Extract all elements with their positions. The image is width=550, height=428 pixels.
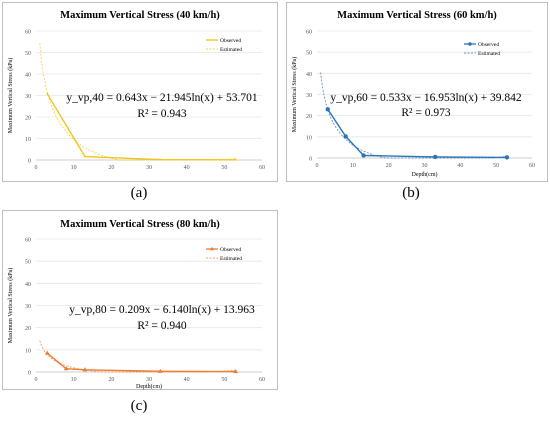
x-tick-label-a-0: 0 bbox=[35, 165, 38, 171]
caption-c: (c) bbox=[130, 398, 148, 414]
chart-title-c: Maximum Vertical Stress (80 km/h) bbox=[60, 219, 220, 230]
x-tick-label-c-0: 0 bbox=[35, 377, 38, 383]
x-tick-label-b-2: 20 bbox=[386, 163, 392, 169]
data-point-c-1 bbox=[63, 366, 69, 371]
x-tick-label-b-3: 30 bbox=[422, 163, 428, 169]
x-tick-label-b-5: 50 bbox=[493, 163, 499, 169]
data-point-a-3 bbox=[234, 158, 237, 161]
y-tick-label-b-5: 50 bbox=[306, 51, 312, 57]
x-tick-label-c-1: 10 bbox=[71, 377, 77, 383]
chart-svg-b: Maximum Vertical Stress (60 km/h) 0 10 20 30… bbox=[291, 10, 535, 178]
y-tick-label-a-1: 10 bbox=[25, 137, 31, 143]
r-squared-label-b: R² = 0.973 bbox=[401, 107, 450, 119]
y-axis-label-b: Maximum Vertical Stress (kPa) bbox=[291, 57, 298, 132]
x-tick-label-a-1: 10 bbox=[71, 165, 77, 171]
chart-title-b: Maximum Vertical Stress (60 km/h) bbox=[337, 10, 497, 21]
x-tick-label-c-6: 60 bbox=[259, 377, 265, 383]
y-tick-label-b-1: 10 bbox=[306, 135, 312, 141]
y-tick-label-a-4: 40 bbox=[25, 73, 31, 79]
data-point-c-0 bbox=[44, 350, 50, 355]
chart-frame-a bbox=[2, 2, 278, 182]
chart-frame-b bbox=[286, 2, 548, 182]
data-point-b-2 bbox=[361, 153, 366, 158]
x-tick-label-b-1: 10 bbox=[350, 163, 356, 169]
legend-marker-observed-b bbox=[468, 42, 472, 46]
caption-a: (a) bbox=[130, 185, 148, 201]
y-tick-label-c-4: 40 bbox=[25, 282, 31, 288]
x-tick-label-b-0: 0 bbox=[316, 163, 319, 169]
x-tick-label-c-2: 20 bbox=[108, 377, 114, 383]
x-tick-label-a-3: 30 bbox=[146, 165, 152, 171]
r-squared-label-a: R² = 0.943 bbox=[137, 108, 186, 120]
legend-marker-observed-c bbox=[210, 246, 214, 251]
y-tick-label-c-2: 20 bbox=[25, 326, 31, 332]
y-axis-label-c: Maximum Vertical Stress (kPa) bbox=[7, 268, 14, 343]
legend-label-estimated-c: Estimated bbox=[220, 256, 242, 262]
legend-label-estimated-a: Estimated bbox=[220, 47, 242, 53]
x-tick-label-b-4: 40 bbox=[457, 163, 463, 169]
y-tick-label-b-6: 60 bbox=[306, 30, 312, 36]
data-point-b-4 bbox=[504, 155, 510, 160]
data-point-c-3 bbox=[157, 368, 163, 373]
y-tick-label-a-0: 0 bbox=[28, 159, 31, 165]
data-point-c-4 bbox=[233, 368, 239, 374]
series-estimated-line-c bbox=[39, 340, 236, 373]
y-tick-label-a-5: 50 bbox=[25, 51, 31, 57]
chart-svg-c: Maximum Vertical Stress (80 km/h) 0 10 20 30… bbox=[7, 219, 265, 390]
series-observed-line-a bbox=[46, 93, 236, 161]
series-estimated-line-b bbox=[320, 72, 507, 159]
y-tick-label-b-4: 40 bbox=[306, 72, 312, 78]
legend-label-observed-c: Observed bbox=[220, 247, 241, 253]
caption-b: (b) bbox=[402, 185, 420, 201]
y-axis-label-a: Maximum Vertical Stress (kPa) bbox=[7, 58, 14, 133]
y-tick-label-a-6: 60 bbox=[25, 30, 31, 36]
y-tick-label-c-5: 50 bbox=[25, 260, 31, 266]
y-tick-label-c-0: 0 bbox=[28, 371, 31, 377]
x-tick-label-c-5: 50 bbox=[221, 377, 227, 383]
regression-equation-a: y_vp,40 = 0.643x − 21.945ln(x) + 53.701 bbox=[66, 92, 258, 104]
y-tick-label-b-2: 20 bbox=[306, 114, 312, 120]
chart-frame-c bbox=[2, 210, 278, 390]
data-point-a-0 bbox=[46, 92, 49, 95]
series-observed-line-c bbox=[46, 352, 236, 373]
y-tick-label-a-3: 30 bbox=[25, 94, 31, 100]
x-tick-label-a-5: 50 bbox=[221, 165, 227, 171]
x-axis-label-b: Depth(cm) bbox=[412, 171, 438, 178]
legend-label-estimated-b: Estimated bbox=[478, 51, 500, 57]
y-tick-label-c-6: 60 bbox=[25, 238, 31, 244]
regression-equation-c: y_vp,80 = 0.209x − 6.140ln(x) + 13.963 bbox=[69, 304, 255, 316]
data-point-c-2 bbox=[82, 367, 88, 372]
legend-label-observed-a: Observed bbox=[220, 38, 241, 44]
data-point-b-3 bbox=[433, 154, 438, 160]
y-tick-label-c-3: 30 bbox=[25, 304, 31, 310]
y-tick-label-b-3: 30 bbox=[306, 93, 312, 99]
x-tick-label-a-4: 40 bbox=[184, 165, 190, 171]
x-tick-label-c-3: 30 bbox=[146, 377, 152, 383]
x-axis-label-c: Depth(cm) bbox=[136, 383, 162, 390]
data-point-b-0 bbox=[325, 107, 330, 112]
chart-svg-a: Maximum Vertical Stress (40 km/h) 0 10 20 30… bbox=[7, 10, 265, 171]
x-tick-label-b-6: 60 bbox=[529, 163, 535, 169]
data-point-a-1 bbox=[84, 155, 86, 158]
r-squared-label-c: R² = 0.940 bbox=[137, 320, 186, 332]
x-tick-label-c-4: 40 bbox=[184, 377, 190, 383]
data-point-b-1 bbox=[343, 134, 348, 139]
x-tick-label-a-2: 20 bbox=[108, 165, 114, 171]
y-tick-label-c-1: 10 bbox=[25, 348, 31, 354]
data-point-a-2 bbox=[159, 158, 162, 161]
legend-label-observed-b: Observed bbox=[478, 42, 499, 48]
y-tick-label-b-0: 0 bbox=[309, 157, 312, 163]
regression-equation-b: y_vp,60 = 0.533x − 16.953ln(x) + 39.842 bbox=[330, 92, 522, 104]
y-tick-label-a-2: 20 bbox=[25, 116, 31, 122]
chart-title-a: Maximum Vertical Stress (40 km/h) bbox=[60, 10, 220, 21]
x-tick-label-a-6: 60 bbox=[259, 165, 265, 171]
